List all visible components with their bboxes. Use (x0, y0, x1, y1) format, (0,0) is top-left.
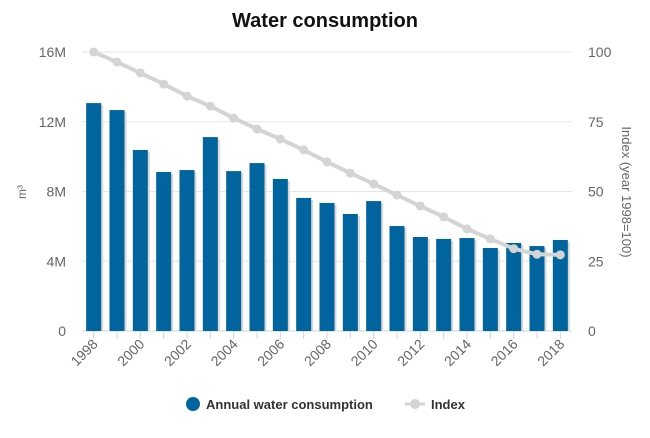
x-tick-label: 2006 (254, 336, 287, 369)
y-axis-right: 0 25 50 75 100 (588, 44, 612, 339)
y-left-tick-label: 0 (58, 323, 66, 339)
line-series (89, 47, 565, 260)
x-tick-label: 2010 (347, 336, 380, 369)
index-point (112, 57, 122, 67)
legend: Annual water consumption Index (186, 397, 466, 412)
x-tick-label: 1998 (67, 336, 100, 369)
y-right-tick-label: 0 (588, 323, 596, 339)
y-left-tick-label: 8M (47, 184, 66, 200)
bar (436, 238, 452, 331)
bar (366, 201, 382, 331)
bar (506, 242, 522, 331)
index-point (275, 134, 285, 144)
index-point (229, 113, 239, 123)
x-tick-label: 2004 (207, 336, 240, 369)
bar (342, 213, 358, 331)
y-right-tick-label: 50 (588, 184, 604, 200)
index-point (135, 68, 145, 78)
index-point (462, 224, 472, 234)
y-left-tick-label: 4M (47, 253, 66, 269)
index-point (252, 124, 262, 134)
bar (109, 110, 125, 332)
legend-item-index[interactable]: Index (405, 397, 466, 412)
bar-series (86, 103, 570, 332)
chart-title: Water consumption (232, 10, 418, 32)
bar (86, 103, 102, 331)
y-right-axis-label: Index (year 1998=100) (619, 126, 634, 257)
x-tick-label: 2000 (114, 336, 147, 369)
index-point (322, 157, 332, 167)
legend-line-label: Index (431, 397, 466, 412)
index-point (345, 168, 355, 178)
bar (389, 226, 405, 331)
bar (226, 171, 242, 331)
y-left-tick-label: 16M (39, 44, 66, 60)
legend-bar-marker (186, 397, 200, 411)
x-tick-label: 2018 (534, 336, 567, 369)
index-point (509, 244, 519, 254)
bar (202, 137, 218, 331)
x-tick-label: 2016 (487, 336, 520, 369)
index-point (89, 47, 99, 57)
y-left-axis-label: m³ (15, 185, 29, 199)
bar (552, 239, 568, 331)
bar (412, 237, 428, 331)
y-left-tick-label: 12M (39, 114, 66, 130)
index-point (159, 79, 169, 89)
index-point (205, 101, 215, 111)
bar (529, 246, 545, 331)
bar (459, 238, 475, 331)
bar (272, 178, 288, 331)
x-tick-label: 2008 (301, 336, 334, 369)
bar (319, 203, 335, 331)
index-point (392, 190, 402, 200)
index-point (299, 145, 309, 155)
legend-bar-label: Annual water consumption (206, 397, 373, 412)
index-point (439, 212, 449, 222)
bar (132, 149, 148, 331)
x-tick-label: 2002 (161, 336, 194, 369)
index-point (415, 201, 425, 211)
y-right-tick-label: 75 (588, 114, 604, 130)
index-point (555, 250, 565, 260)
y-right-tick-label: 100 (588, 44, 612, 60)
index-point (485, 234, 495, 244)
bar (179, 170, 195, 331)
x-tick-label: 2014 (441, 336, 474, 369)
index-point (182, 91, 192, 101)
index-point (532, 249, 542, 259)
bar (156, 171, 172, 331)
y-right-tick-label: 25 (588, 253, 604, 269)
x-tick-label: 2012 (394, 336, 427, 369)
bar (296, 197, 312, 331)
bar (249, 163, 265, 331)
x-axis: 1998 2000 2002 2004 2006 2008 2010 2012 2014 2016… (67, 331, 568, 369)
y-axis-left: 0 4M 8M 12M 16M (39, 44, 66, 339)
legend-item-bars[interactable]: Annual water consumption (186, 397, 373, 412)
index-point (369, 179, 379, 189)
bar (482, 247, 498, 331)
legend-line-dot (410, 399, 420, 409)
